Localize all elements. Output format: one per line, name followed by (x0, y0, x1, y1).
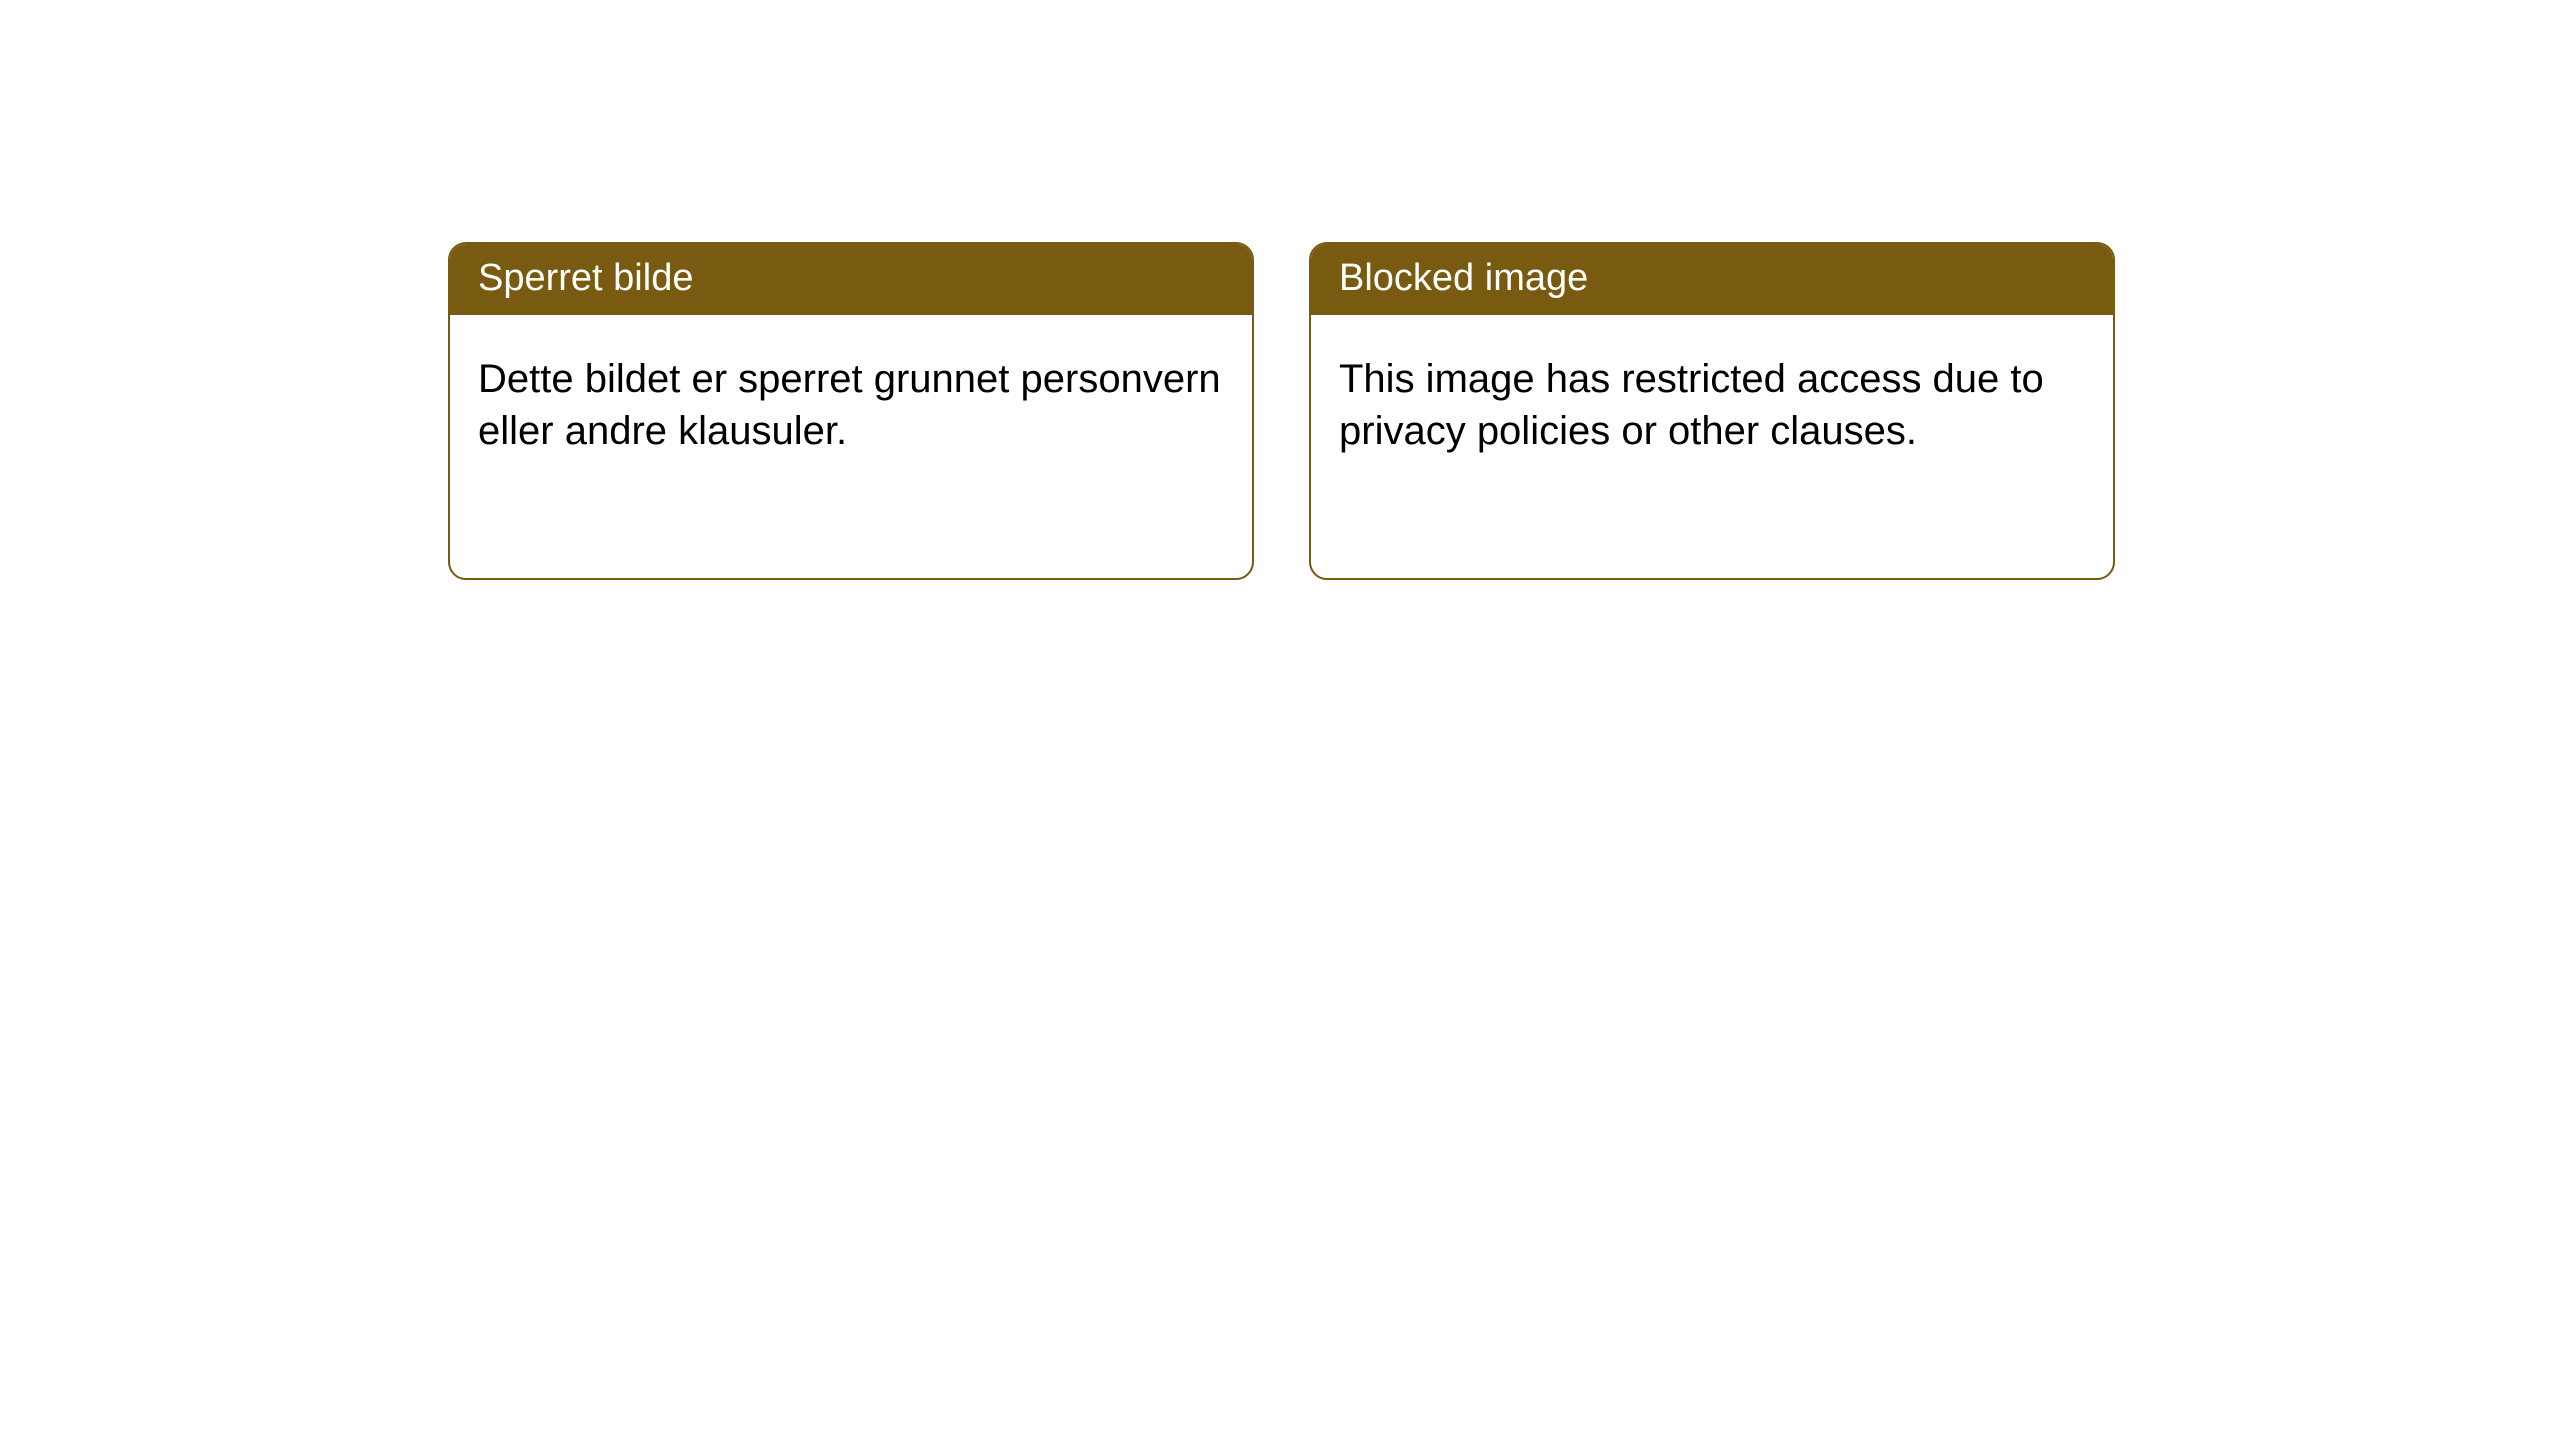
blocked-image-card-en: Blocked image This image has restricted … (1309, 242, 2115, 580)
card-body-en: This image has restricted access due to … (1311, 315, 2113, 495)
card-body-no: Dette bildet er sperret grunnet personve… (450, 315, 1252, 495)
blocked-image-card-no: Sperret bilde Dette bildet er sperret gr… (448, 242, 1254, 580)
card-title-en: Blocked image (1311, 244, 2113, 315)
card-title-no: Sperret bilde (450, 244, 1252, 315)
notice-cards-container: Sperret bilde Dette bildet er sperret gr… (448, 242, 2115, 580)
